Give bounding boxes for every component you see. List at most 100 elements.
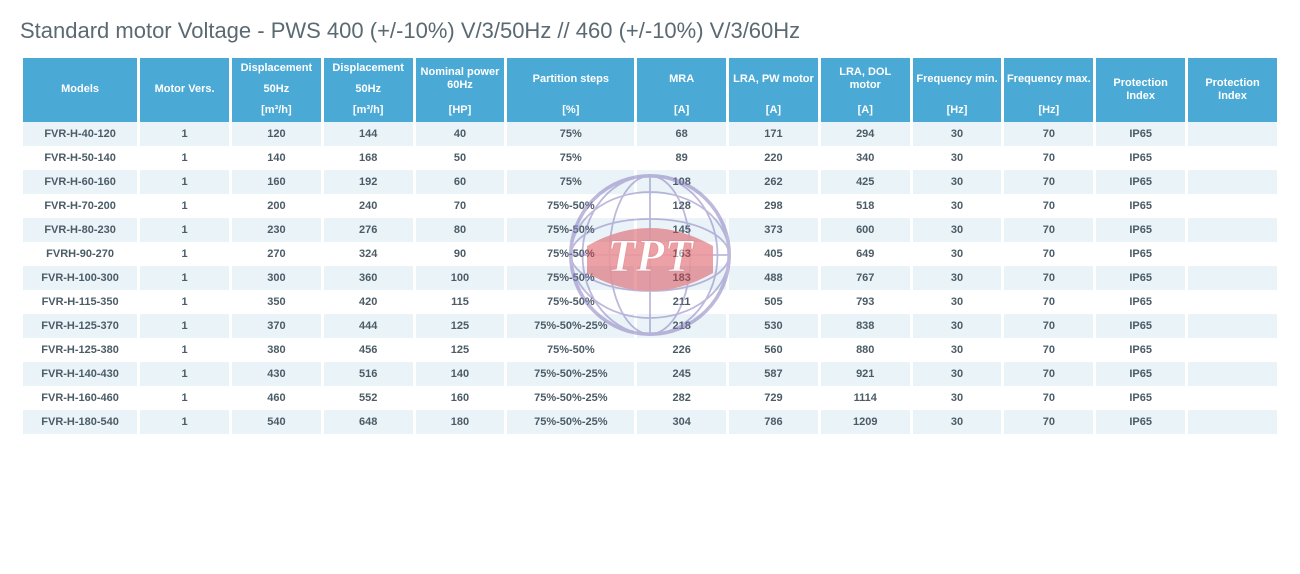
spec-table: Models Motor Vers. Displacement Displace… — [20, 58, 1280, 434]
table-row: FVR-H-115-350135042011575%-50%2115057933… — [23, 290, 1277, 314]
cell-partition: 75% — [507, 146, 634, 170]
cell-protection: IP65 — [1096, 386, 1185, 410]
cell-disp-50: 120 — [232, 122, 321, 146]
cell-lra-dol: 1114 — [821, 386, 910, 410]
cell-motor-vers: 1 — [140, 314, 229, 338]
cell-pad — [1188, 410, 1277, 434]
cell-protection: IP65 — [1096, 170, 1185, 194]
cell-pad — [1188, 218, 1277, 242]
cell-protection: IP65 — [1096, 314, 1185, 338]
cell-model: FVR-H-115-350 — [23, 290, 137, 314]
cell-pad — [1188, 242, 1277, 266]
cell-partition: 75%-50% — [507, 290, 634, 314]
cell-lra-dol: 1209 — [821, 410, 910, 434]
cell-disp-50: 540 — [232, 410, 321, 434]
cell-lra-dol: 880 — [821, 338, 910, 362]
cell-model: FVR-H-40-120 — [23, 122, 137, 146]
cell-disp-60: 324 — [324, 242, 413, 266]
table-row: FVR-H-60-16011601926075%1082624253070IP6… — [23, 170, 1277, 194]
th-hz2: [Hz] — [1004, 100, 1093, 121]
cell-protection: IP65 — [1096, 146, 1185, 170]
th-lra-pw: LRA, PW motor — [729, 58, 818, 100]
cell-mra: 108 — [637, 170, 726, 194]
cell-protection: IP65 — [1096, 362, 1185, 386]
th-fmax: Frequency max. — [1004, 58, 1093, 100]
cell-lra-dol: 294 — [821, 122, 910, 146]
cell-mra: 211 — [637, 290, 726, 314]
cell-model: FVR-H-60-160 — [23, 170, 137, 194]
th-motor-vers: Motor Vers. — [140, 58, 229, 122]
cell-disp-60: 144 — [324, 122, 413, 146]
cell-mra: 68 — [637, 122, 726, 146]
cell-disp-60: 648 — [324, 410, 413, 434]
th-m3h-1: [m³/h] — [232, 100, 321, 121]
th-mra: MRA — [637, 58, 726, 100]
cell-protection: IP65 — [1096, 338, 1185, 362]
cell-model: FVR-H-160-460 — [23, 386, 137, 410]
cell-partition: 75%-50%-25% — [507, 386, 634, 410]
cell-pad — [1188, 194, 1277, 218]
cell-lra-pw: 298 — [729, 194, 818, 218]
cell-freq-min: 30 — [913, 242, 1002, 266]
cell-lra-pw: 171 — [729, 122, 818, 146]
cell-nominal-power: 140 — [416, 362, 505, 386]
cell-motor-vers: 1 — [140, 170, 229, 194]
cell-mra: 128 — [637, 194, 726, 218]
cell-model: FVR-H-100-300 — [23, 266, 137, 290]
cell-nominal-power: 180 — [416, 410, 505, 434]
th-60hz: 50Hz — [324, 79, 413, 100]
cell-disp-50: 160 — [232, 170, 321, 194]
cell-freq-min: 30 — [913, 362, 1002, 386]
cell-model: FVR-H-180-540 — [23, 410, 137, 434]
cell-nominal-power: 100 — [416, 266, 505, 290]
cell-freq-max: 70 — [1004, 146, 1093, 170]
table-row: FVR-H-50-14011401685075%892203403070IP65 — [23, 146, 1277, 170]
cell-disp-60: 240 — [324, 194, 413, 218]
cell-pad — [1188, 122, 1277, 146]
cell-freq-min: 30 — [913, 386, 1002, 410]
cell-mra: 89 — [637, 146, 726, 170]
cell-motor-vers: 1 — [140, 218, 229, 242]
cell-lra-pw: 220 — [729, 146, 818, 170]
cell-disp-60: 420 — [324, 290, 413, 314]
cell-freq-min: 30 — [913, 266, 1002, 290]
cell-disp-60: 456 — [324, 338, 413, 362]
cell-disp-60: 516 — [324, 362, 413, 386]
th-models: Models — [23, 58, 137, 122]
cell-lra-dol: 600 — [821, 218, 910, 242]
cell-disp-60: 552 — [324, 386, 413, 410]
cell-pad — [1188, 146, 1277, 170]
th-np60: Nominal power 60Hz — [416, 58, 505, 100]
cell-partition: 75%-50%-25% — [507, 410, 634, 434]
cell-lra-pw: 729 — [729, 386, 818, 410]
cell-freq-min: 30 — [913, 122, 1002, 146]
cell-nominal-power: 40 — [416, 122, 505, 146]
cell-pad — [1188, 290, 1277, 314]
cell-protection: IP65 — [1096, 266, 1185, 290]
cell-partition: 75% — [507, 122, 634, 146]
cell-motor-vers: 1 — [140, 338, 229, 362]
cell-disp-50: 140 — [232, 146, 321, 170]
cell-disp-50: 430 — [232, 362, 321, 386]
cell-pad — [1188, 170, 1277, 194]
cell-motor-vers: 1 — [140, 194, 229, 218]
cell-protection: IP65 — [1096, 194, 1185, 218]
cell-lra-pw: 488 — [729, 266, 818, 290]
cell-lra-dol: 793 — [821, 290, 910, 314]
th-hp: [HP] — [416, 100, 505, 121]
cell-lra-dol: 767 — [821, 266, 910, 290]
cell-lra-dol: 518 — [821, 194, 910, 218]
cell-mra: 145 — [637, 218, 726, 242]
cell-disp-50: 460 — [232, 386, 321, 410]
cell-lra-dol: 838 — [821, 314, 910, 338]
cell-pad — [1188, 338, 1277, 362]
th-hz1: [Hz] — [913, 100, 1002, 121]
cell-mra: 183 — [637, 266, 726, 290]
table-row: FVR-H-80-23012302768075%-50%145373600307… — [23, 218, 1277, 242]
cell-motor-vers: 1 — [140, 362, 229, 386]
th-prot2: Protection Index — [1188, 58, 1277, 122]
cell-lra-pw: 373 — [729, 218, 818, 242]
th-disp50: Displacement — [232, 58, 321, 79]
cell-nominal-power: 80 — [416, 218, 505, 242]
table-row: FVR-H-125-370137044412575%-50%-25%218530… — [23, 314, 1277, 338]
